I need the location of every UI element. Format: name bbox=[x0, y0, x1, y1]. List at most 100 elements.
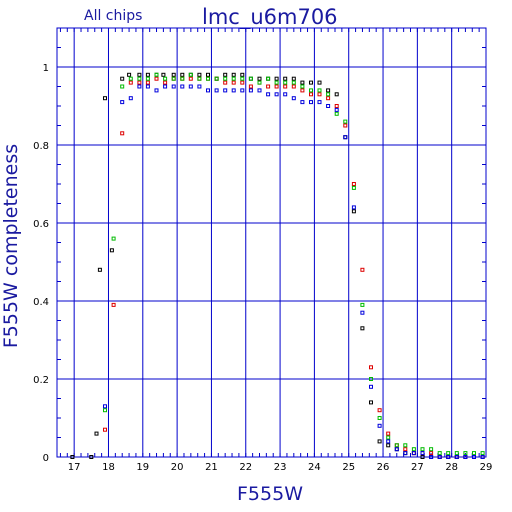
x-tick-label: 25 bbox=[342, 462, 355, 473]
data-point bbox=[111, 236, 116, 241]
data-point bbox=[309, 88, 313, 93]
data-point bbox=[369, 384, 373, 389]
data-point bbox=[188, 72, 193, 77]
plot-frame bbox=[56, 27, 487, 458]
data-point bbox=[386, 431, 391, 436]
data-point bbox=[369, 365, 373, 370]
data-point bbox=[128, 80, 133, 85]
data-point bbox=[480, 451, 485, 456]
data-point bbox=[291, 76, 296, 81]
data-point bbox=[351, 205, 356, 210]
x-axis-label: F555W bbox=[237, 483, 303, 505]
data-point bbox=[240, 88, 245, 93]
data-point bbox=[70, 455, 75, 459]
data-point bbox=[154, 88, 159, 93]
x-tick-label: 23 bbox=[274, 462, 287, 473]
data-point bbox=[326, 92, 331, 97]
data-point bbox=[403, 443, 408, 448]
data-point bbox=[300, 100, 305, 105]
data-point bbox=[240, 76, 245, 81]
data-point bbox=[351, 182, 356, 186]
x-tick-label: 24 bbox=[308, 462, 321, 473]
data-point bbox=[317, 88, 322, 93]
data-point bbox=[197, 84, 202, 89]
data-point bbox=[97, 267, 102, 272]
data-points bbox=[70, 72, 485, 459]
data-point bbox=[266, 76, 271, 81]
y-axis-label: F555W completeness bbox=[0, 144, 22, 348]
data-point bbox=[257, 76, 262, 81]
data-point bbox=[420, 451, 425, 456]
data-point bbox=[283, 80, 288, 85]
data-point bbox=[454, 455, 459, 459]
x-tick-label: 19 bbox=[136, 462, 149, 473]
data-point bbox=[283, 84, 288, 89]
data-point bbox=[266, 92, 271, 97]
data-point bbox=[231, 80, 236, 85]
data-point bbox=[326, 104, 331, 108]
y-tick-label: 0.4 bbox=[33, 297, 49, 308]
data-point bbox=[446, 455, 451, 459]
data-point bbox=[300, 88, 305, 93]
y-tick-label: 0.6 bbox=[33, 219, 49, 230]
data-point bbox=[377, 416, 382, 420]
axis-ticks: 17 18 19 20 21 22 23 24 25 26 27 28 29 0 0.2 0.4 0.6 0.8 1 bbox=[33, 27, 492, 473]
x-tick-label: 20 bbox=[171, 462, 184, 473]
data-point bbox=[463, 455, 468, 459]
data-point bbox=[163, 76, 168, 81]
data-point bbox=[206, 72, 210, 77]
data-point bbox=[274, 76, 279, 81]
data-point bbox=[94, 431, 99, 436]
data-point bbox=[394, 447, 399, 452]
data-point bbox=[472, 451, 476, 456]
data-point bbox=[420, 455, 425, 459]
data-point bbox=[188, 76, 193, 81]
data-point bbox=[291, 84, 296, 89]
x-tick-label: 21 bbox=[205, 462, 218, 473]
data-point bbox=[248, 88, 253, 93]
data-point bbox=[377, 423, 382, 428]
data-point bbox=[369, 377, 373, 381]
x-tick-label: 27 bbox=[411, 462, 424, 473]
data-point bbox=[171, 76, 176, 81]
data-point bbox=[437, 455, 442, 459]
data-point bbox=[266, 84, 271, 89]
data-point bbox=[360, 302, 365, 307]
data-point bbox=[386, 439, 391, 444]
chart-subtitle: All chips bbox=[84, 8, 142, 24]
data-point bbox=[377, 408, 382, 413]
data-point bbox=[223, 80, 228, 85]
data-point bbox=[326, 96, 331, 101]
data-series bbox=[70, 72, 485, 459]
y-tick-label: 1 bbox=[43, 63, 49, 74]
y-tick-label: 0 bbox=[43, 453, 49, 464]
data-point bbox=[171, 72, 176, 77]
data-series bbox=[103, 76, 485, 459]
data-point bbox=[206, 88, 210, 93]
y-tick-label: 0.2 bbox=[33, 375, 49, 386]
data-point bbox=[248, 76, 253, 81]
data-point bbox=[120, 100, 125, 105]
data-point bbox=[154, 76, 159, 81]
data-point bbox=[309, 100, 313, 105]
data-point bbox=[317, 92, 322, 97]
data-point bbox=[369, 400, 373, 405]
data-point bbox=[231, 72, 236, 77]
data-point bbox=[248, 84, 253, 89]
data-point bbox=[283, 76, 288, 81]
data-point bbox=[463, 451, 468, 456]
data-point bbox=[429, 455, 434, 459]
data-point bbox=[240, 80, 245, 85]
data-point bbox=[180, 84, 185, 89]
data-point bbox=[120, 84, 125, 89]
data-point bbox=[403, 447, 408, 452]
grid bbox=[56, 27, 487, 458]
data-point bbox=[326, 88, 331, 93]
data-point bbox=[89, 455, 94, 459]
data-point bbox=[163, 80, 168, 85]
data-point bbox=[163, 84, 168, 89]
data-point bbox=[103, 404, 107, 409]
data-point bbox=[429, 447, 434, 452]
data-point bbox=[137, 76, 142, 81]
